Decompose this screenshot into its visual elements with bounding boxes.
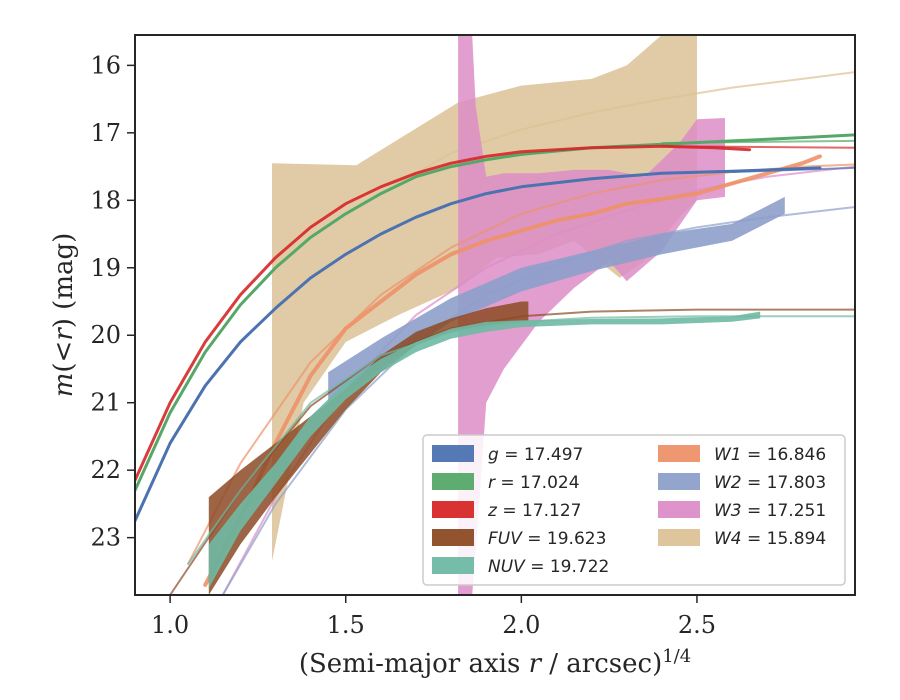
- x-tick-label: 2.5: [678, 611, 716, 639]
- profile-z: [135, 144, 752, 482]
- legend-item-w3: W3 = 17.251: [658, 501, 826, 521]
- y-axis-label: m(<r) (mag): [49, 233, 79, 398]
- band-w4: [272, 35, 697, 562]
- legend-label: W3 = 17.251: [714, 501, 826, 521]
- series-r: [135, 133, 855, 492]
- legend-swatch: [432, 445, 474, 462]
- legend-item-nuv: NUV = 19.722: [432, 557, 609, 577]
- legend-label: W4 = 15.894: [714, 529, 826, 549]
- legend-label: z = 17.127: [487, 501, 581, 521]
- legend-label: W1 = 16.846: [714, 445, 826, 465]
- legend-item-w4: W4 = 15.894: [658, 529, 826, 549]
- y-tick-label: 18: [90, 186, 121, 214]
- legend-item-fuv: FUV = 19.623: [432, 529, 606, 549]
- y-tick-label: 19: [90, 254, 121, 282]
- y-tick-label: 17: [90, 119, 121, 147]
- series-w2: [221, 196, 855, 595]
- model-nuv: [186, 315, 855, 566]
- y-axis-ticks: 16 17 18 19 20 21 22 23: [90, 51, 135, 552]
- x-axis-ticks: 1.0 1.5 2.0 2.5: [151, 595, 716, 639]
- model-w2: [221, 206, 855, 595]
- legend-item-w2: W2 = 17.803: [658, 473, 826, 493]
- legend-item-z: z = 17.127: [432, 501, 581, 521]
- profile-g: [135, 166, 822, 523]
- band-fuv: [208, 301, 529, 595]
- series-nuv: [186, 311, 855, 589]
- series-g: [135, 166, 855, 523]
- legend-item-g: g = 17.497: [432, 445, 583, 465]
- y-tick-label: 21: [90, 389, 121, 417]
- legend-swatch: [658, 445, 700, 462]
- y-tick-label: 22: [90, 456, 121, 484]
- x-tick-label: 1.0: [151, 611, 189, 639]
- series-layer: [135, 35, 855, 595]
- legend-swatch: [432, 557, 474, 574]
- legend-item-r: r = 17.024: [432, 473, 580, 493]
- legend-label: NUV = 19.722: [488, 557, 609, 577]
- series-z: [135, 144, 855, 482]
- x-tick-label: 2.0: [502, 611, 540, 639]
- band-w2: [328, 196, 785, 403]
- y-tick-label: 23: [90, 524, 121, 552]
- model-g: [732, 166, 855, 173]
- legend: g = 17.497 r = 17.024 z = 17.127 FUV = 19.6…: [422, 434, 846, 586]
- model-r: [661, 139, 855, 144]
- legend-swatch: [658, 501, 700, 518]
- legend-swatch: [432, 501, 474, 518]
- legend-frame: [422, 434, 846, 586]
- legend-label: r = 17.024: [488, 473, 580, 493]
- profile-w1: [203, 154, 822, 587]
- legend-label: W2 = 17.803: [714, 473, 826, 493]
- legend-swatch: [658, 473, 700, 490]
- plot-frame: [134, 34, 856, 596]
- legend-swatch: [432, 473, 474, 490]
- y-tick-label: 20: [90, 321, 121, 349]
- legend-label: FUV = 19.623: [488, 529, 606, 549]
- y-tick-label: 16: [90, 51, 121, 79]
- x-tick-label: 1.5: [327, 611, 365, 639]
- legend-item-w1: W1 = 16.846: [658, 445, 826, 465]
- legend-label: g = 17.497: [488, 445, 583, 465]
- legend-swatch: [658, 529, 700, 546]
- model-z: [661, 145, 855, 149]
- x-axis-label: (Semi-major axis r / arcsec)1/4: [299, 646, 691, 679]
- legend-swatch: [432, 529, 474, 546]
